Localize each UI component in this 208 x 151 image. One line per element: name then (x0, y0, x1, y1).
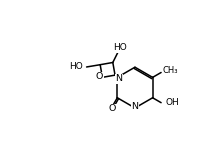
Text: CH₃: CH₃ (163, 66, 178, 76)
Text: OH: OH (165, 98, 179, 107)
Text: N: N (116, 74, 123, 83)
Text: HO: HO (69, 63, 83, 71)
Text: O: O (96, 72, 103, 81)
Text: HO: HO (113, 43, 126, 52)
Text: N: N (131, 102, 139, 111)
Text: O: O (109, 104, 116, 114)
